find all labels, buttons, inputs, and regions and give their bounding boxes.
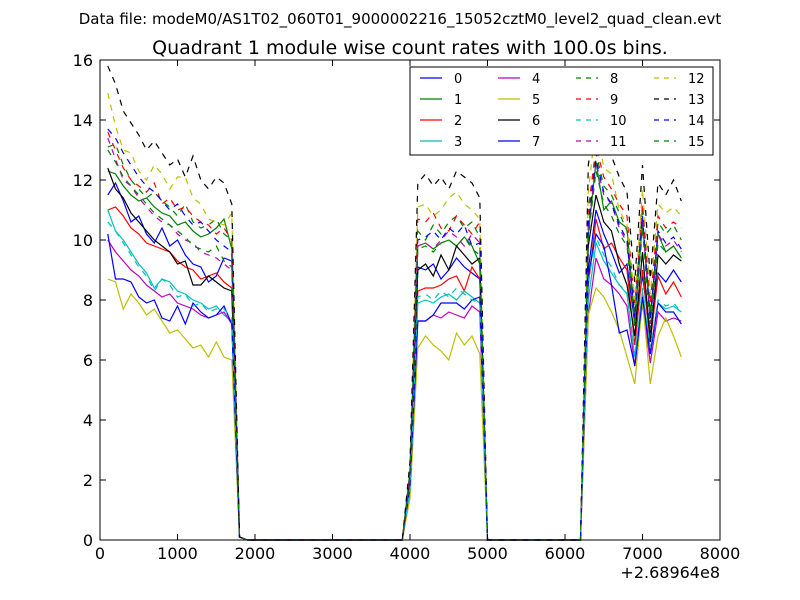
legend-label-7: 7 xyxy=(532,135,540,150)
y-tick-label: 12 xyxy=(73,171,93,190)
x-tick-label: 4000 xyxy=(390,544,431,563)
series-2-line xyxy=(107,206,682,541)
series-7-line xyxy=(107,232,682,541)
series-5-line xyxy=(107,278,682,541)
x-tick-label: 1000 xyxy=(157,544,198,563)
y-tick-label: 14 xyxy=(73,111,93,130)
series-9-line xyxy=(107,131,682,541)
x-tick-label: 6000 xyxy=(545,544,586,563)
legend-label-11: 11 xyxy=(610,135,627,150)
legend-label-6: 6 xyxy=(532,114,540,129)
chart-suptitle: Data file: modeM0/AS1T02_060T01_90000022… xyxy=(79,10,722,29)
y-tick-label: 0 xyxy=(83,531,93,550)
x-axis: 0 1000 2000 3000 4000 5000 6000 7000 8000 xyxy=(95,60,740,563)
y-tick-label: 2 xyxy=(83,471,93,490)
legend-label-10: 10 xyxy=(610,114,627,129)
x-tick-label: 7000 xyxy=(622,544,663,563)
series-14-line xyxy=(107,128,682,541)
series-10-line xyxy=(107,221,682,541)
legend-label-3: 3 xyxy=(454,135,462,150)
x-tick-label: 3000 xyxy=(312,544,353,563)
y-tick-label: 10 xyxy=(73,231,93,250)
series-0-line xyxy=(107,181,682,541)
chart-title: Quadrant 1 module wise count rates with … xyxy=(152,37,668,59)
x-tick-label: 5000 xyxy=(467,544,508,563)
y-tick-label: 4 xyxy=(83,411,93,430)
legend-label-9: 9 xyxy=(610,93,618,108)
legend-label-15: 15 xyxy=(688,135,705,150)
legend-label-0: 0 xyxy=(454,72,462,87)
legend-label-8: 8 xyxy=(610,72,618,87)
series-12-line xyxy=(107,92,682,541)
x-tick-label: 0 xyxy=(95,544,105,563)
legend-label-1: 1 xyxy=(454,93,462,108)
x-tick-label: 2000 xyxy=(235,544,276,563)
y-tick-label: 6 xyxy=(83,351,93,370)
legend-label-12: 12 xyxy=(688,72,705,87)
legend-label-14: 14 xyxy=(688,114,705,129)
y-tick-label: 8 xyxy=(83,291,93,310)
series-8-line xyxy=(107,143,682,541)
legend-label-13: 13 xyxy=(688,93,705,108)
legend-label-2: 2 xyxy=(454,114,462,129)
legend-label-4: 4 xyxy=(532,72,540,87)
x-offset-label: +2.68964e8 xyxy=(620,563,720,582)
y-tick-label: 16 xyxy=(73,51,93,70)
series-13-line xyxy=(107,65,682,541)
series-layer xyxy=(107,65,682,541)
series-15-line xyxy=(107,149,682,541)
legend-label-5: 5 xyxy=(532,93,540,108)
series-6-line xyxy=(107,167,682,541)
legend-frame xyxy=(409,66,714,156)
x-tick-label: 8000 xyxy=(700,544,741,563)
